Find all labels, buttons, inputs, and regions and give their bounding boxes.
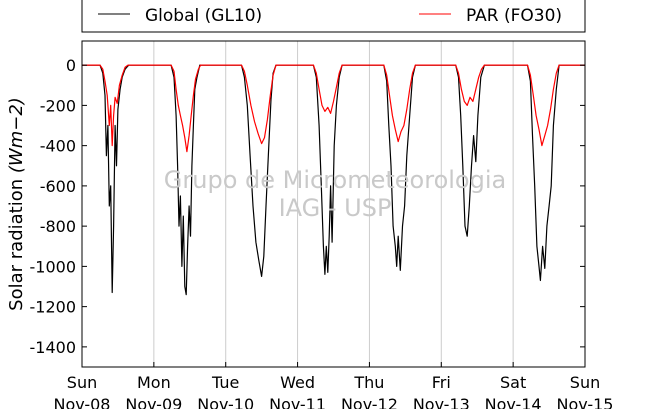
vertical-grid [153, 41, 514, 367]
x-tick-label-day: Sun [67, 373, 97, 392]
x-tick-label-day: Tue [211, 373, 239, 392]
y-tick-label: -600 [40, 177, 76, 196]
x-tick-label-day: Fri [432, 373, 451, 392]
y-axis-label-text: Solar radiation [6, 179, 27, 311]
x-tick-label-day: Mon [137, 373, 171, 392]
legend-label-par: PAR (FO30) [466, 6, 562, 26]
y-tick-label: -1200 [30, 298, 77, 317]
x-axis: Sun Nov-08 Mon Nov-09 Tue Nov-10 Wed Nov-11 Thu N… [54, 362, 614, 409]
x-tick-label-date: Nov-15 [557, 395, 614, 409]
x-tick-label-day: Sat [500, 373, 526, 392]
x-tick-label-day: Thu [353, 373, 384, 392]
x-tick-label-date: Nov-09 [125, 395, 182, 409]
x-tick-label-day: Wed [280, 373, 315, 392]
x-tick-label-date: Nov-11 [269, 395, 326, 409]
y-tick-label: -800 [40, 217, 76, 236]
series-global-line [82, 64, 585, 296]
x-tick-label-day: Sun [570, 373, 600, 392]
series-group [82, 64, 585, 296]
y-axis-label: Solar radiation (Wm−2) [6, 97, 27, 311]
y-axis: 0 -200 -400 -600 -800 -1000 -1200 -1400 [30, 56, 585, 357]
x-tick-label-date: Nov-08 [54, 395, 111, 409]
x-tick-label-date: Nov-13 [413, 395, 470, 409]
legend-label-global: Global (GL10) [145, 6, 262, 26]
legend: Global (GL10) PAR (FO30) [81, 0, 586, 33]
watermark-line-2: IAG - USP [279, 194, 392, 222]
y-axis-label-units: (Wm−2) [6, 97, 27, 173]
x-tick-label-date: Nov-14 [485, 395, 542, 409]
y-tick-label: -200 [40, 96, 76, 115]
series-par-line [82, 64, 585, 153]
watermark-line-1: Grupo de Micrometeorologia [164, 166, 506, 194]
x-tick-label-date: Nov-10 [197, 395, 254, 409]
y-tick-label: -1400 [30, 338, 77, 357]
y-tick-label: -400 [40, 137, 76, 156]
x-tick-label-date: Nov-12 [341, 395, 398, 409]
plot-frame [81, 40, 586, 368]
y-tick-label: -1000 [30, 257, 77, 276]
y-tick-label: 0 [66, 56, 76, 75]
legend-box [81, 0, 586, 33]
